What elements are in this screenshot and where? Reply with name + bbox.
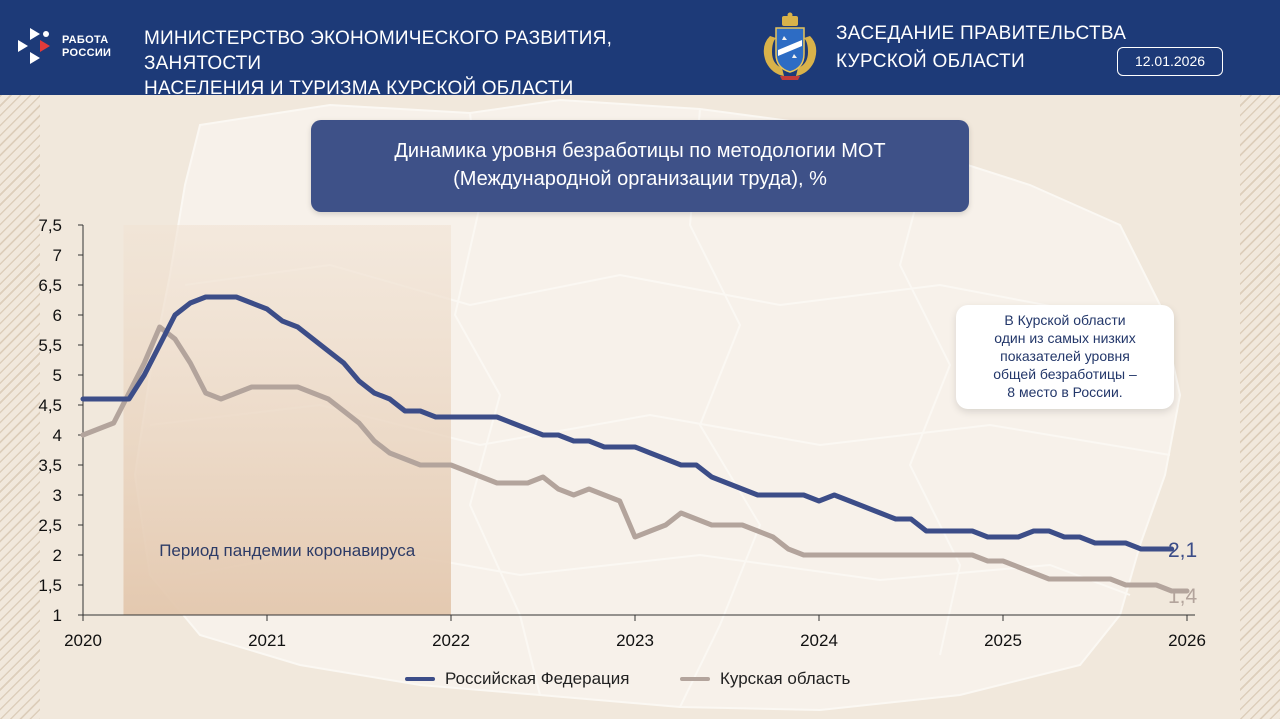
y-tick-label: 7 (53, 246, 62, 265)
ministry-name: МИНИСТЕРСТВО ЭКОНОМИЧЕСКОГО РАЗВИТИЯ, ЗА… (144, 26, 724, 101)
y-tick-label: 1,5 (38, 576, 62, 595)
logo-line-2: РОССИИ (62, 47, 112, 59)
date-badge: 12.01.2026 (1117, 47, 1223, 76)
callout-line-1: В Курской области (1004, 312, 1126, 328)
x-tick-label: 2024 (800, 631, 838, 650)
chart-title: Динамика уровня безработицы по методолог… (311, 120, 969, 212)
callout-line-4: общей безработицы – (993, 366, 1137, 382)
decor-stripes-left (0, 95, 40, 719)
legend-swatch-russia (405, 677, 435, 681)
y-tick-label: 6 (53, 306, 62, 325)
coat-of-arms-icon (763, 12, 817, 80)
y-tick-label: 1 (53, 606, 62, 625)
y-tick-label: 5,5 (38, 336, 62, 355)
logo-text: РАБОТА РОССИИ (62, 34, 111, 60)
logo-line-1: РАБОТА (62, 34, 109, 46)
callout-line-3: показателей уровня (1000, 348, 1130, 364)
x-tick-label: 2025 (984, 631, 1022, 650)
x-tick-label: 2020 (64, 631, 102, 650)
y-tick-label: 2,5 (38, 516, 62, 535)
chart-title-line-1: Динамика уровня безработицы по методолог… (394, 140, 886, 162)
decor-stripes-right (1240, 95, 1280, 719)
y-tick-label: 6,5 (38, 276, 62, 295)
x-tick-label: 2026 (1168, 631, 1206, 650)
header-banner: РАБОТА РОССИИ МИНИСТЕРСТВО ЭКОНОМИЧЕСКОГ… (0, 0, 1280, 99)
x-tick-label: 2021 (248, 631, 286, 650)
y-tick-label: 3 (53, 486, 62, 505)
ministry-line-1: МИНИСТЕРСТВО ЭКОНОМИЧЕСКОГО РАЗВИТИЯ, ЗА… (144, 28, 613, 74)
session-title: ЗАСЕДАНИЕ ПРАВИТЕЛЬСТВА КУРСКОЙ ОБЛАСТИ (836, 20, 1136, 76)
end-value-label-kursk: 1,4 (1168, 585, 1198, 608)
session-line-2: КУРСКОЙ ОБЛАСТИ (836, 51, 1025, 72)
y-tick-label: 2 (53, 546, 62, 565)
y-tick-label: 3,5 (38, 456, 62, 475)
logo-mark-icon (18, 28, 50, 64)
x-tick-label: 2022 (432, 631, 470, 650)
y-tick-label: 5 (53, 366, 62, 385)
y-tick-label: 4 (53, 426, 62, 445)
legend-swatch-kursk (680, 677, 710, 681)
x-tick-label: 2023 (616, 631, 654, 650)
series-line-kursk (80, 324, 1190, 594)
y-tick-label: 4,5 (38, 396, 62, 415)
legend-label-kursk: Курская область (720, 669, 851, 688)
session-line-1: ЗАСЕДАНИЕ ПРАВИТЕЛЬСТВА (836, 23, 1127, 44)
series-line-russia (80, 294, 1175, 552)
legend-label-russia: Российская Федерация (445, 669, 630, 688)
callout-note: В Курской области один из самых низких п… (956, 305, 1174, 409)
chart-legend: Российская Федерация Курская область (405, 668, 905, 690)
pandemic-period-label: Период пандемии коронавируса (159, 541, 416, 560)
ministry-line-2: НАСЕЛЕНИЯ И ТУРИЗМА КУРСКОЙ ОБЛАСТИ (144, 78, 574, 99)
callout-line-5: 8 место в России. (1007, 384, 1123, 400)
chart-title-line-2: (Международной организации труда), % (453, 168, 827, 190)
y-tick-label: 7,5 (38, 216, 62, 235)
rabota-rossii-logo: РАБОТА РОССИИ (16, 26, 126, 70)
callout-line-2: один из самых низких (994, 330, 1136, 346)
pandemic-period-region (123, 225, 451, 615)
end-value-label-russia: 2,1 (1168, 539, 1197, 562)
